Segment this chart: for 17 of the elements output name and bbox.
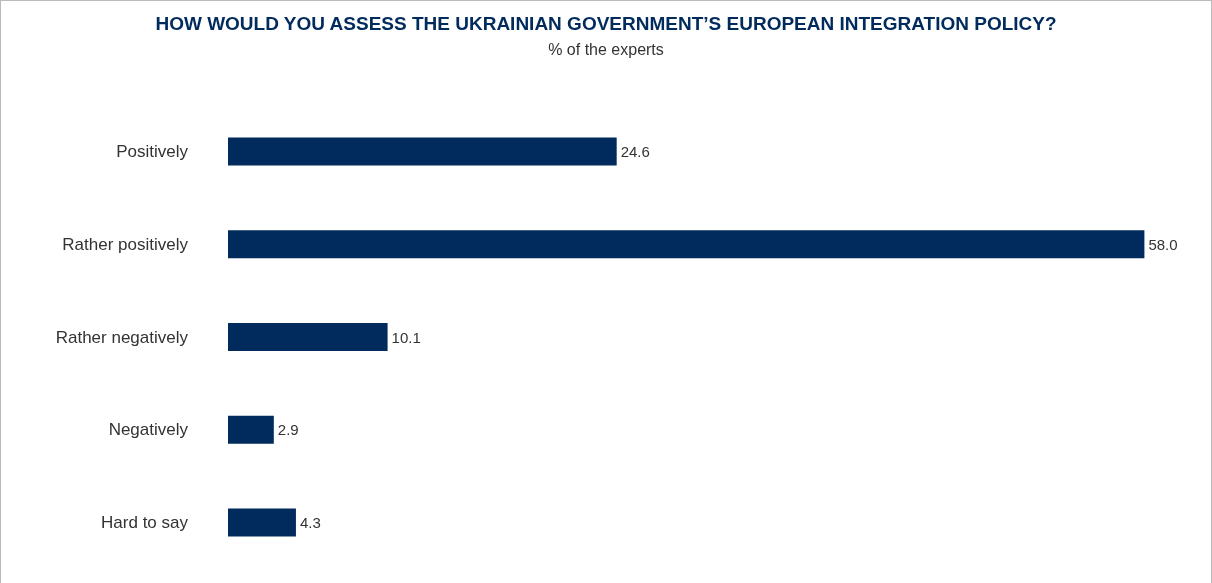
y-tick-label: Rather positively (62, 234, 189, 254)
bar (228, 323, 388, 351)
chart-title: HOW WOULD YOU ASSESS THE UKRAINIAN GOVERNMENT’S EUROPEAN INTEGRATION POLICY? (155, 13, 1057, 34)
y-tick-label: Negatively (108, 420, 189, 440)
data-label: 58.0 (1148, 235, 1178, 253)
bar (228, 137, 617, 166)
y-tick-label: Hard to say (101, 513, 189, 533)
y-tick-label: Rather negatively (55, 327, 189, 347)
chart-subtitle: % of the experts (548, 40, 664, 58)
data-label: 10.1 (391, 328, 421, 346)
bar (228, 508, 296, 537)
bar (228, 415, 274, 444)
y-tick-label: Positively (116, 141, 189, 161)
data-label: 2.9 (277, 421, 299, 439)
bar (228, 230, 1145, 259)
data-label: 4.3 (299, 514, 321, 532)
data-label: 24.6 (620, 142, 650, 160)
